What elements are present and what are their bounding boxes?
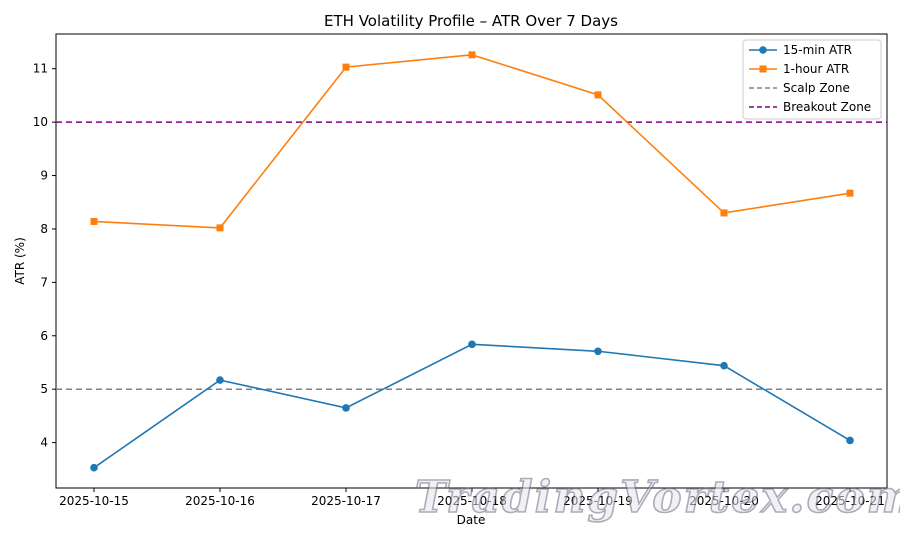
watermark-text: TradingVortex.com: [415, 472, 900, 523]
y-tick-label: 10: [33, 115, 48, 129]
legend-item-breakout-zone: Breakout Zone: [749, 100, 871, 114]
data-point: [468, 51, 476, 59]
y-tick-label: 9: [40, 169, 48, 183]
data-point: [846, 189, 854, 197]
x-axis-label: Date: [457, 513, 486, 527]
data-point: [720, 361, 728, 370]
x-tick-label: 2025-10-15: [59, 494, 129, 508]
reference-lines: [56, 121, 887, 390]
legend-item-15-min-atr: 15-min ATR: [749, 43, 852, 57]
x-tick-label: 2025-10-17: [311, 494, 381, 508]
x-tick-label: 2025-10-21: [815, 494, 885, 508]
legend-label: Breakout Zone: [783, 100, 871, 114]
x-tick-label: 2025-10-16: [185, 494, 255, 508]
series-1-hour-atr: [90, 51, 854, 232]
data-point: [216, 224, 224, 232]
legend-box: [742, 39, 882, 120]
y-tick-label: 4: [40, 436, 48, 450]
data-point: [468, 340, 476, 349]
legend-marker: [759, 65, 767, 73]
legend-label: 1-hour ATR: [783, 62, 849, 76]
data-point: [90, 463, 98, 472]
x-tick-label: 2025-10-19: [563, 494, 633, 508]
series-15-min-atr: [90, 340, 854, 472]
y-tick-label: 5: [40, 382, 48, 396]
data-point: [720, 209, 728, 217]
legend: 15-min ATR 1-hour ATR Scalp Zone Breakout Z…: [742, 39, 882, 120]
data-point: [216, 376, 224, 384]
legend-item-scalp-zone: Scalp Zone: [749, 81, 850, 95]
watermark: TradingVortex.com: [414, 471, 900, 524]
data-point: [594, 347, 602, 356]
y-axis-ticks: 4 5 6 7 8 9 10 11: [33, 62, 56, 450]
data-point: [846, 436, 854, 445]
legend-item-1-hour-atr: 1-hour ATR: [749, 62, 849, 76]
y-tick-label: 8: [40, 222, 48, 236]
data-point: [342, 404, 350, 412]
legend-label: Scalp Zone: [783, 81, 850, 95]
y-axis-label: ATR (%): [13, 237, 27, 285]
legend-marker: [759, 46, 767, 54]
data-point: [90, 217, 98, 225]
x-tick-label: 2025-10-18: [437, 494, 507, 508]
data-point: [594, 91, 602, 99]
data-point: [342, 63, 350, 71]
series-lines: [90, 51, 854, 472]
x-axis-ticks: 2025-10-15 2025-10-16 2025-10-17 2025-10-18…: [59, 488, 885, 508]
y-tick-label: 7: [40, 275, 48, 289]
y-tick-label: 6: [40, 329, 48, 343]
x-tick-label: 2025-10-20: [689, 494, 759, 508]
legend-label: 15-min ATR: [783, 43, 852, 57]
chart-title: ETH Volatility Profile – ATR Over 7 Days: [324, 12, 618, 30]
y-tick-label: 11: [33, 62, 48, 76]
